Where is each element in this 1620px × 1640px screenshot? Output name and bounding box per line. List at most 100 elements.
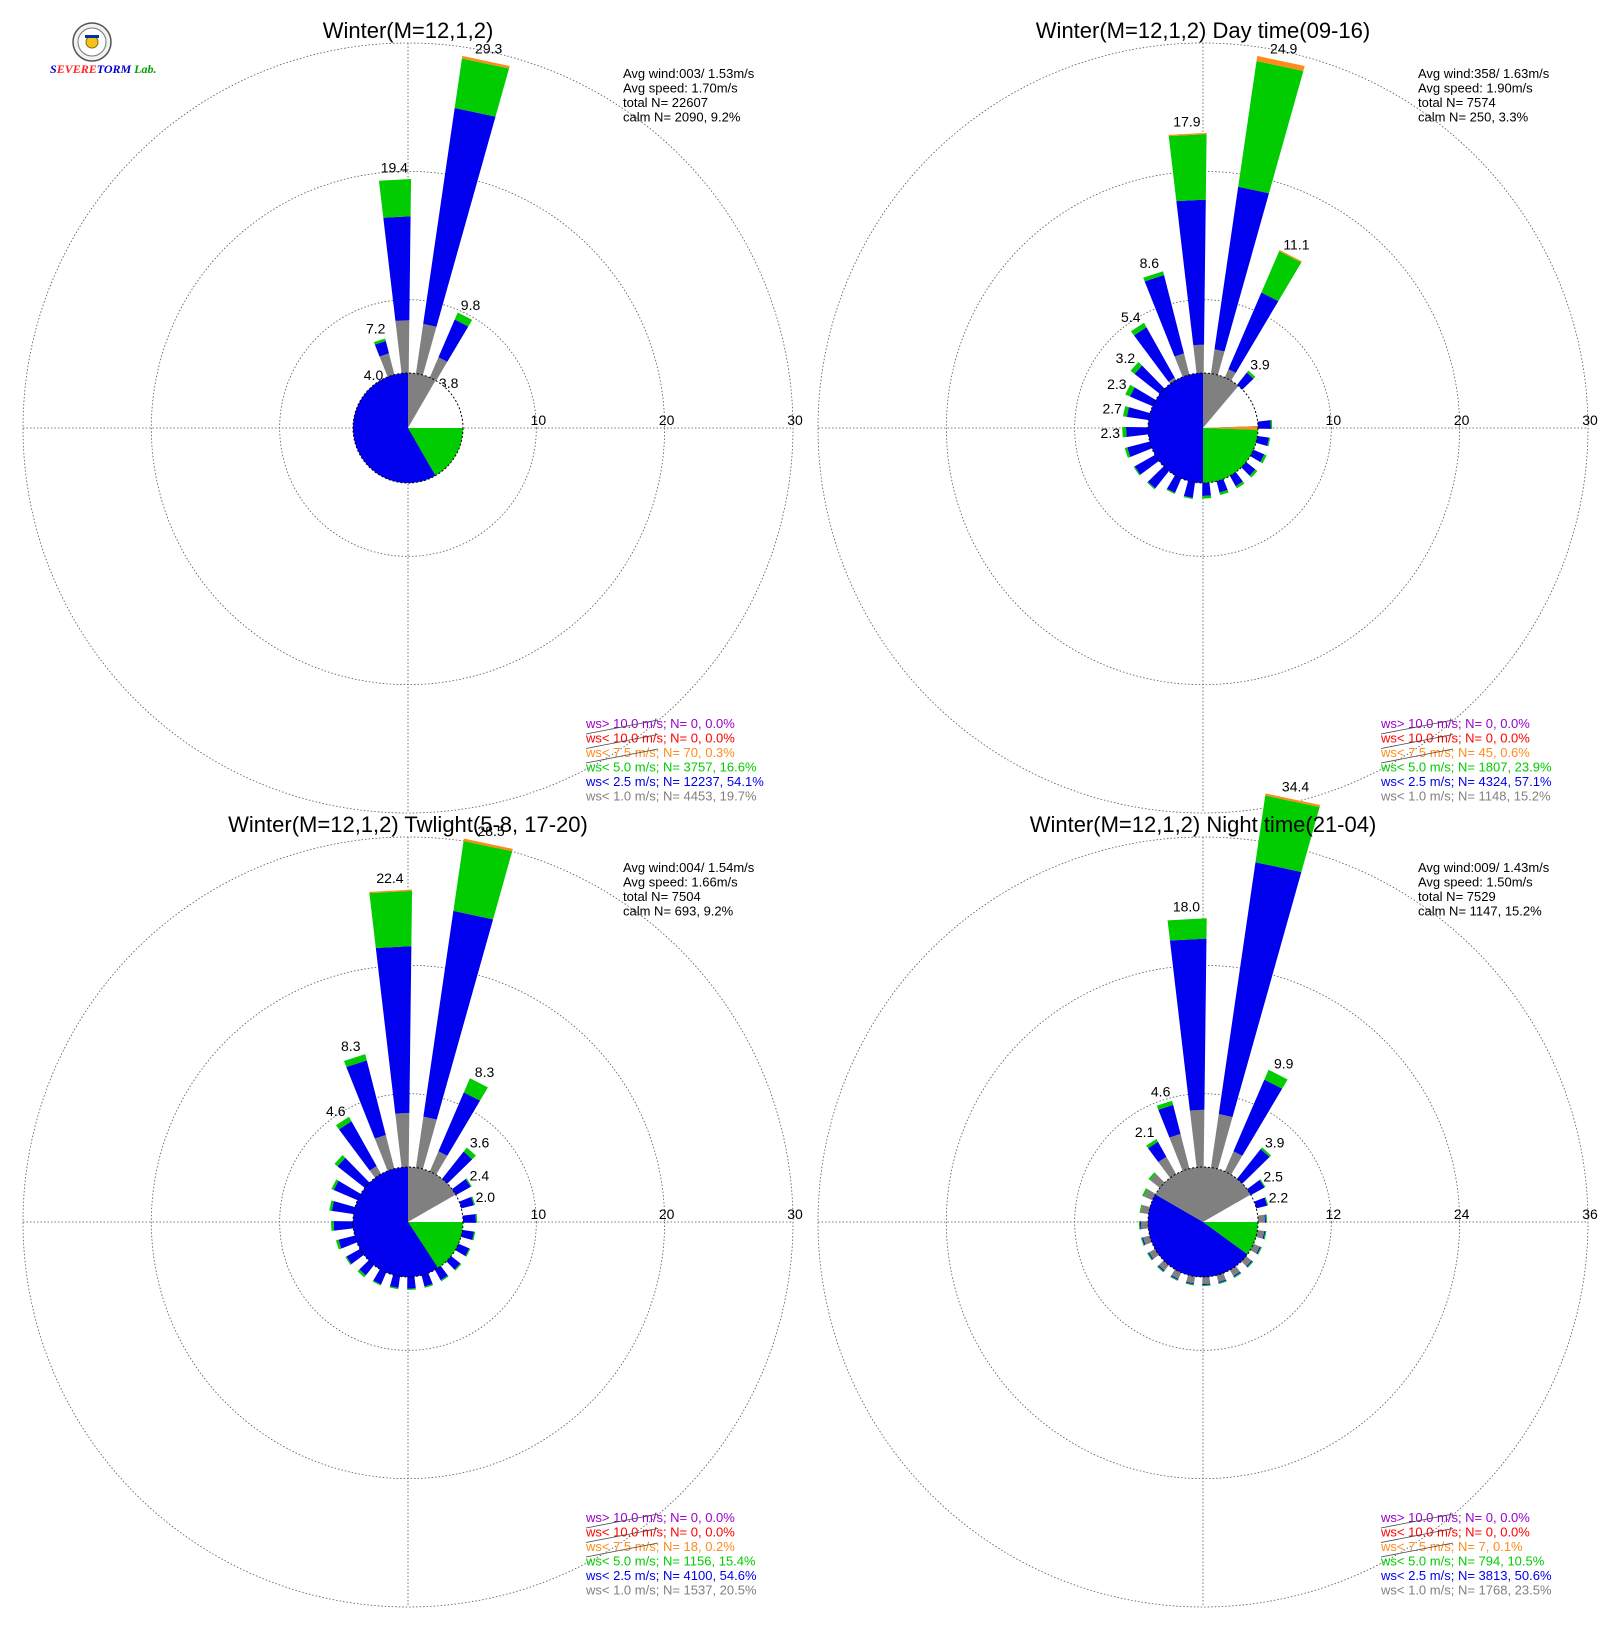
legend-strike xyxy=(585,719,659,735)
legend-entry: ws< 1.0 m/s; N= 4453, 19.7% xyxy=(585,789,757,804)
pie-slice xyxy=(1203,385,1258,428)
logo-text-evere: EVERE xyxy=(56,62,97,76)
legend-entry: ws< 2.5 m/s; N= 4324, 57.1% xyxy=(1380,774,1552,789)
bar-segment-lt-2-5 xyxy=(438,1092,481,1156)
bar-value-label: 4.6 xyxy=(326,1103,346,1119)
legend-entry: ws> 10.0 m/s; N= 0, 0.0% xyxy=(1380,1510,1530,1525)
bar-value-label: 34.4 xyxy=(1282,779,1309,795)
bar-segment-lt-5 xyxy=(372,1280,382,1286)
ring-label: 20 xyxy=(659,1206,675,1222)
legend-entry: ws< 2.5 m/s; N= 4100, 54.6% xyxy=(585,1568,757,1583)
bar-segment-lt-5 xyxy=(1260,1147,1272,1158)
calm-pie xyxy=(1147,372,1259,484)
bar-segment-lt-5 xyxy=(378,179,412,218)
ring-label: 36 xyxy=(1582,1206,1598,1222)
severe-storm-lab-emblem-icon xyxy=(72,22,112,62)
logo-text-s: S xyxy=(50,62,57,76)
bar-value-label: 3.9 xyxy=(1265,1134,1285,1150)
bar-segment-lt-5 xyxy=(1249,469,1258,478)
calm-pie xyxy=(1147,1166,1259,1278)
ring-label: 10 xyxy=(1326,412,1342,428)
bar-segment-lt-2-5 xyxy=(1158,1104,1181,1138)
bar-segment-lt-2-5 xyxy=(1144,275,1184,357)
bar-segment-lt-5 xyxy=(453,841,513,920)
bar-segment-lt-2-5 xyxy=(438,319,469,362)
legend-entry: ws> 10.0 m/s; N= 0, 0.0% xyxy=(585,716,735,731)
bar-segment-lt-5 xyxy=(1264,1069,1288,1089)
bar-segment-lt-5 xyxy=(329,1200,334,1211)
bar-segment-lt-5 xyxy=(1202,1284,1211,1287)
bar-segment-lt-5 xyxy=(1125,384,1135,397)
legend-entry: ws< 5.0 m/s; N= 1156, 15.4% xyxy=(585,1554,756,1569)
ring-label: 30 xyxy=(787,412,803,428)
bar-segment-lt-5 xyxy=(1166,488,1176,495)
legend-strike xyxy=(1380,748,1454,764)
legend-strike xyxy=(1380,1528,1454,1543)
legend-entry: ws> 10.0 m/s; N= 0, 0.0% xyxy=(585,1510,735,1525)
chart-title: Winter(M=12,1,2) xyxy=(323,18,494,43)
bar-segment-lt-5 xyxy=(1133,466,1141,476)
bar-segment-lt-2-5 xyxy=(1147,1252,1154,1260)
bar-value-label: 9.8 xyxy=(461,297,481,313)
chart-title: Winter(M=12,1,2) Day time(09-16) xyxy=(1036,18,1370,43)
ring-label: 10 xyxy=(531,1206,547,1222)
bar-value-label: 3.2 xyxy=(1116,350,1136,366)
bar-segment-lt-2-5 xyxy=(1133,327,1175,382)
bar-segment-lt-2-5 xyxy=(374,340,389,357)
bar-segment-lt-2-5 xyxy=(1233,1271,1241,1278)
bar-value-label: 17.9 xyxy=(1173,113,1200,129)
wind-rose-panel-4: 12 24 36 18.0 34.4 9.9 3.9 2.5 2.2 4.6 2.1 Winter(M… xyxy=(817,779,1598,1608)
legend-strike xyxy=(1380,719,1454,735)
bar-segment-lt-2-5 xyxy=(1176,199,1206,346)
stats-line: Avg speed: 1.90m/s xyxy=(1418,81,1533,96)
chart-title: Winter(M=12,1,2) Twlight(5-8, 17-20) xyxy=(228,812,588,837)
bar-value-label: 28.5 xyxy=(477,823,504,839)
stats-line: calm N= 2090, 9.2% xyxy=(623,110,741,125)
bar-segment-lt-5 xyxy=(472,1231,476,1241)
bar-segment-lt-2-5 xyxy=(383,216,411,321)
pie-slice xyxy=(1203,428,1258,483)
bar-segment-lt-5 xyxy=(1122,427,1127,438)
bar-segment-lt-7-5 xyxy=(1265,793,1321,808)
wind-rose-panel-3: 10 20 30 22.4 28.5 8.3 3.6 2.4 2.0 8.3 4.6 Winter(M… xyxy=(22,812,803,1608)
pie-slice xyxy=(1203,1194,1258,1222)
bar-segment-lt-5 xyxy=(1170,1276,1179,1281)
bar-segment-lt-5 xyxy=(335,1239,342,1250)
bar-value-label: 7.2 xyxy=(366,321,386,337)
bar-segment-lt-2-5 xyxy=(423,107,496,327)
bar-segment-lt-2-5 xyxy=(435,1151,473,1191)
pie-slice xyxy=(1148,373,1203,483)
legend-entry: ws< 10.0 m/s; N= 0, 0.0% xyxy=(1380,1525,1530,1540)
ring-label: 12 xyxy=(1326,1206,1342,1222)
stats-line: Avg speed: 1.66m/s xyxy=(623,875,738,890)
bar-segment-lt-5 xyxy=(1124,447,1131,458)
bar-segment-lt-5 xyxy=(465,1178,472,1187)
bar-segment-lt-2-5 xyxy=(1218,862,1302,1117)
bar-segment-lt-5 xyxy=(1140,1237,1145,1246)
bar-value-label: 29.3 xyxy=(475,40,502,56)
bar-segment-lt-5 xyxy=(1261,251,1302,302)
bar-segment-lt-5 xyxy=(1142,1188,1148,1197)
bar-segment-lt-5 xyxy=(1233,1272,1242,1278)
bar-segment-lt-5 xyxy=(454,58,510,117)
bar-segment-lt-5 xyxy=(1263,1231,1267,1240)
bar-segment-lt-5 xyxy=(1219,490,1229,496)
severe-storm-lab-logo: SEVERETORM Lab. xyxy=(50,22,157,84)
chart-title: Winter(M=12,1,2) Night time(21-04) xyxy=(1030,812,1377,837)
bar-value-label: 2.2 xyxy=(1269,1189,1289,1205)
logo-text: SEVERETORM Lab. xyxy=(50,62,157,77)
ring-label: 24 xyxy=(1454,1206,1470,1222)
stats-line: Avg speed: 1.50m/s xyxy=(1418,875,1533,890)
pie-slice xyxy=(1155,1167,1203,1222)
bar-segment-lt-5 xyxy=(1259,1179,1266,1188)
bar-value-label: 8.3 xyxy=(341,1038,361,1054)
bar-segment-lt-5 xyxy=(1257,1246,1262,1255)
bar-segment-lt-5 xyxy=(335,1116,352,1130)
bar-segment-lt-5 xyxy=(1183,495,1193,500)
bar-value-label: 2.7 xyxy=(1102,401,1122,417)
pie-outline xyxy=(1147,1166,1259,1278)
bar-segment-lt-5 xyxy=(454,1263,462,1271)
bar-segment-lt-5 xyxy=(373,338,386,345)
bar-segment-lt-2-5 xyxy=(1214,186,1269,352)
pie-slice xyxy=(1203,426,1259,430)
